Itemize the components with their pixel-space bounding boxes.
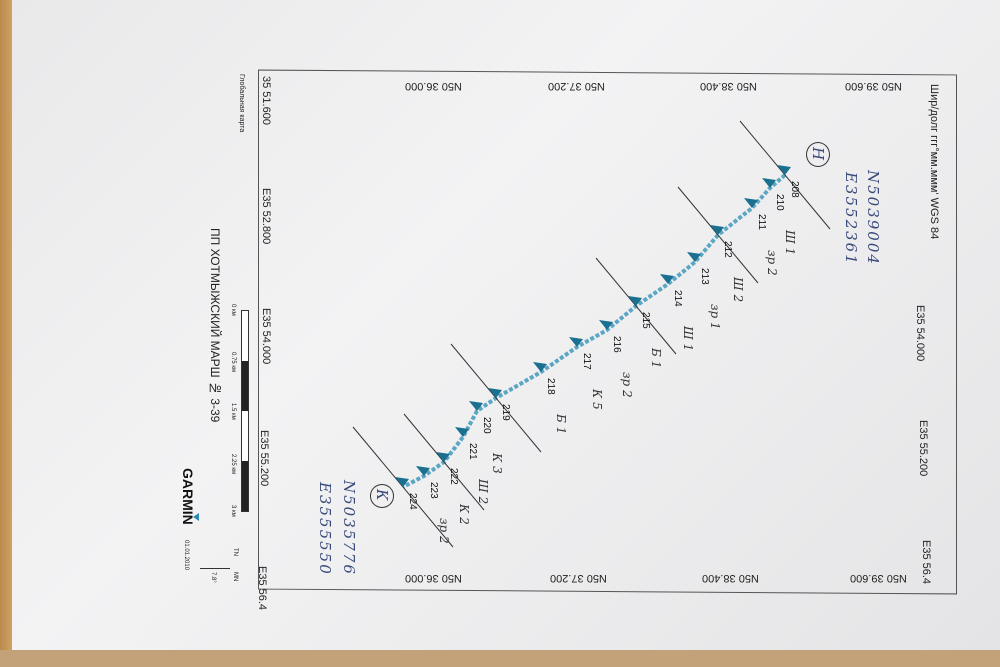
scale-label: 0 км [230, 304, 236, 316]
waypoint-label: 218 [545, 378, 556, 395]
waypoint-label: 220 [481, 417, 492, 434]
waypoint-label: 212 [722, 241, 733, 258]
waypoint-flag-icon[interactable] [533, 362, 547, 372]
tn-label: TN [232, 548, 238, 556]
waypoint-note: Б 1 [554, 414, 568, 435]
map-type-label: Глобальная карта [238, 74, 245, 133]
table-edge [0, 0, 14, 667]
waypoint-note: зр 1 [708, 304, 722, 330]
route-line [402, 173, 787, 489]
waypoint-label: 214 [672, 290, 683, 307]
end-lon: E3555550 [316, 482, 334, 576]
waypoint-label: 223 [428, 482, 439, 499]
waypoint-label: 219 [500, 404, 511, 421]
scale-label: 2.25 км [230, 454, 236, 475]
waypoint-flag-icon[interactable] [777, 165, 791, 175]
route-title: ПП ХОТМЫЖСКИЙ МАРШ № 3-39 [208, 228, 222, 423]
waypoint-flag-icon[interactable] [416, 466, 430, 476]
waypoint-note: К 5 [590, 389, 604, 410]
waypoint-note: Ш 2 [731, 277, 745, 303]
waypoint-label: 208 [789, 181, 800, 198]
paper-sheet [12, 0, 1000, 655]
waypoint-note: К 3 [490, 453, 504, 474]
waypoint-note: Ш 2 [476, 479, 490, 505]
datum-label: Шир/долг ггг°мм.ммм' WGS 84 [928, 84, 940, 240]
start-mark: Н [806, 142, 830, 168]
floor [0, 650, 1000, 667]
waypoint-note: Ш 1 [783, 230, 797, 256]
waypoint-note: зр 2 [620, 372, 634, 398]
waypoint-flag-icon[interactable] [744, 198, 758, 208]
waypoint-flag-icon[interactable] [628, 296, 642, 306]
garmin-logo: GARMIN [180, 468, 196, 525]
waypoint-label: 221 [467, 443, 478, 460]
lon-label-right: E35 54.000 [914, 305, 926, 362]
waypoint-label: 216 [611, 336, 622, 353]
waypoint-flag-icon[interactable] [762, 178, 776, 188]
waypoint-label: 210 [774, 194, 785, 211]
waypoint-note: зр 2 [437, 518, 451, 544]
waypoint-flag-icon[interactable] [569, 337, 583, 347]
waypoint-label: 222 [448, 468, 459, 485]
scale-label: 0.75 км [230, 352, 236, 373]
start-lat: N5039004 [864, 170, 882, 266]
waypoint-flag-icon[interactable] [395, 477, 409, 487]
lon-label-left: E35 55.200 [258, 430, 270, 487]
end-mark: К [370, 484, 394, 508]
lon-label-right: E35 56.4 [920, 540, 932, 585]
waypoint-label: 217 [581, 353, 592, 370]
waypoint-note: Ш 1 [681, 326, 695, 352]
waypoint-flag-icon[interactable] [687, 252, 701, 262]
waypoint-label: 213 [699, 268, 710, 285]
declination-label: 7.8° [210, 572, 216, 583]
waypoint-flag-icon[interactable] [488, 388, 502, 398]
scale-bar [241, 310, 249, 512]
print-date: 01.01.2010 [183, 540, 189, 571]
end-lat: N5035776 [340, 480, 358, 576]
waypoint-flag-icon[interactable] [455, 427, 469, 437]
waypoint-note: Б 1 [649, 348, 663, 369]
waypoint-flag-icon[interactable] [599, 320, 613, 330]
lon-label-left: E35 54.000 [260, 308, 272, 365]
scale-label: 1.5 км [230, 403, 236, 420]
waypoint-flag-icon[interactable] [436, 452, 450, 462]
waypoint-flag-icon[interactable] [660, 274, 674, 284]
waypoint-note: К 2 [457, 504, 471, 525]
waypoint-label: 215 [640, 312, 651, 329]
waypoint-flag-icon[interactable] [710, 225, 724, 235]
waypoint-flag-icon[interactable] [469, 401, 483, 411]
waypoint-label: 224 [407, 493, 418, 510]
waypoint-note: зр 2 [765, 250, 779, 276]
lon-label-left: 35 51.600 [260, 76, 272, 125]
lon-label-right: E35 55.200 [917, 420, 929, 477]
start-lon: E3552361 [842, 172, 860, 266]
waypoint-label: 211 [756, 214, 767, 230]
scale-label: 3 км [230, 505, 236, 517]
lon-label-left: E35 56.4 [256, 566, 268, 611]
north-arrow-icon [200, 568, 230, 569]
mn-label: MN [232, 572, 238, 582]
garmin-triangle-icon [193, 513, 199, 521]
lon-label-left: E35 52.800 [260, 188, 272, 245]
